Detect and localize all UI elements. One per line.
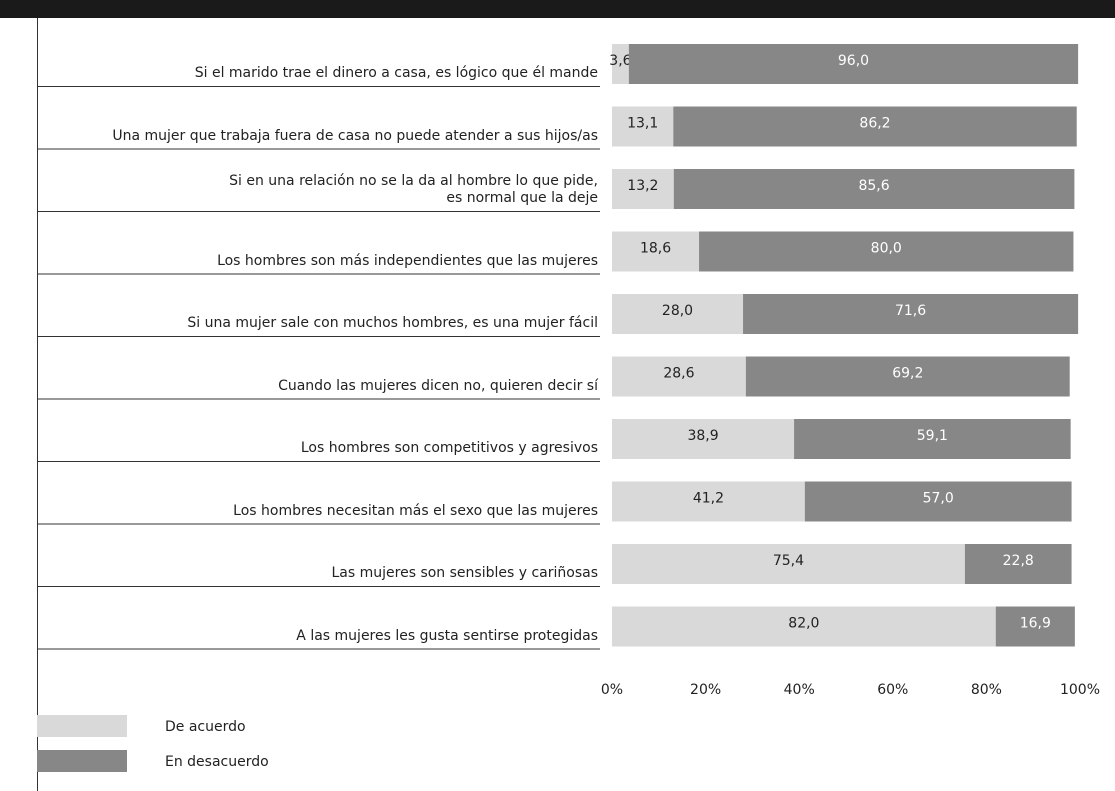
bar-segment — [612, 356, 746, 397]
value-label: 13,1 — [627, 116, 658, 132]
value-label: 85,6 — [858, 178, 889, 194]
top-band — [0, 0, 1115, 18]
bar-segment — [612, 544, 965, 584]
category-label: Los hombres son más independientes que l… — [217, 252, 598, 269]
value-label: 71,6 — [895, 303, 926, 319]
category-label: Si en una relación no se la da al hombre… — [229, 173, 598, 206]
value-label: 13,2 — [627, 178, 658, 194]
legend-label: De acuerdo — [165, 719, 246, 735]
value-label: 3,6 — [609, 53, 631, 69]
bar-segment — [794, 419, 1071, 459]
bar-segment — [612, 106, 674, 147]
x-tick-label: 20% — [690, 682, 721, 698]
bar-segment — [745, 356, 1070, 397]
legend-swatch — [37, 715, 127, 737]
x-tick-label: 100% — [1060, 682, 1100, 698]
category-label: Una mujer que trabaja fuera de casa no p… — [112, 127, 598, 144]
category-label: A las mujeres les gusta sentirse protegi… — [296, 627, 598, 644]
bar-segment — [612, 231, 700, 272]
value-label: 38,9 — [687, 428, 718, 444]
bar-segment — [964, 544, 1072, 584]
value-label: 69,2 — [892, 366, 923, 382]
value-label: 41,2 — [693, 491, 724, 507]
value-label: 86,2 — [859, 116, 890, 132]
category-label: Cuando las mujeres dicen no, quieren dec… — [278, 377, 598, 394]
category-label: Si el marido trae el dinero a casa, es l… — [194, 65, 598, 81]
value-label: 57,0 — [923, 491, 954, 507]
x-tick-label: 80% — [971, 682, 1002, 698]
legend-label: En desacuerdo — [165, 754, 269, 770]
value-label: 28,6 — [663, 366, 694, 382]
bar-segment — [743, 294, 1079, 334]
x-tick-label: 60% — [877, 682, 908, 698]
bar-segment — [699, 231, 1074, 272]
value-label: 22,8 — [1003, 553, 1034, 569]
value-label: 96,0 — [838, 53, 869, 69]
bar-segment — [612, 606, 996, 647]
bar-segment — [628, 44, 1079, 84]
bar-segment — [995, 606, 1075, 647]
value-label: 18,6 — [640, 241, 671, 257]
bar-segment — [673, 169, 1075, 209]
bar-segment — [673, 106, 1077, 147]
category-label: Los hombres necesitan más el sexo que la… — [233, 502, 598, 519]
bar-segment — [612, 481, 805, 522]
legend-swatch — [37, 750, 127, 772]
value-label: 80,0 — [871, 241, 902, 257]
bar-segment — [612, 169, 674, 209]
value-label: 59,1 — [917, 428, 948, 444]
category-label: Las mujeres son sensibles y cariñosas — [331, 565, 599, 581]
bar-segment — [612, 419, 795, 459]
category-label: Los hombres son competitivos y agresivos — [300, 440, 598, 456]
x-tick-label: 40% — [784, 682, 815, 698]
bar-segment — [612, 294, 744, 334]
value-label: 82,0 — [788, 616, 819, 632]
value-label: 16,9 — [1020, 616, 1051, 632]
value-label: 75,4 — [773, 553, 804, 569]
x-tick-label: 0% — [601, 682, 623, 698]
category-label: Si una mujer sale con muchos hombres, es… — [187, 315, 598, 331]
bar-segment — [804, 481, 1072, 522]
bar-segment — [612, 44, 629, 84]
value-label: 28,0 — [662, 303, 693, 319]
